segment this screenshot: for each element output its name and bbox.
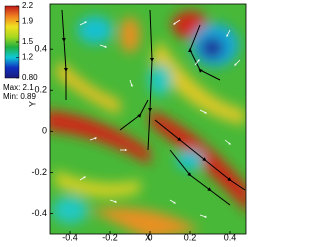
- x-tick-label: -0.2: [102, 232, 118, 242]
- colorbar-tick-label: 1.5: [22, 37, 34, 46]
- y-tick-label: 0: [42, 126, 47, 136]
- field: [50, 4, 246, 234]
- min-label: Min: 0.89: [3, 92, 36, 101]
- y-tick-label: -0.4: [31, 208, 47, 218]
- x-axis-label: X: [145, 232, 151, 242]
- x-tick-label: 0.4: [224, 232, 237, 242]
- y-tick-label: 0.2: [34, 85, 47, 95]
- y-tick-label: 0.4: [34, 44, 47, 54]
- y-tick-label: -0.2: [31, 167, 47, 177]
- plot-frame: [49, 3, 247, 235]
- chart: Max: 2.1 Min: 0.89 X Y -0.4 -0.2 0 0.2 0.4 -0…: [3, 1, 247, 242]
- x-tick-label: 0.2: [184, 232, 197, 242]
- y-axis-label: Y: [27, 101, 37, 107]
- colorbar-tick-label: 0.80: [22, 73, 38, 82]
- max-label: Max: 2.1: [3, 83, 34, 92]
- colorbar-tick-label: 1.2: [22, 53, 34, 62]
- x-tick-label: 0: [147, 232, 152, 242]
- colorbar-tick-label: 2.2: [22, 1, 34, 10]
- colorbar-tick-label: 1.9: [22, 17, 34, 26]
- x-tick-label: -0.4: [62, 232, 78, 242]
